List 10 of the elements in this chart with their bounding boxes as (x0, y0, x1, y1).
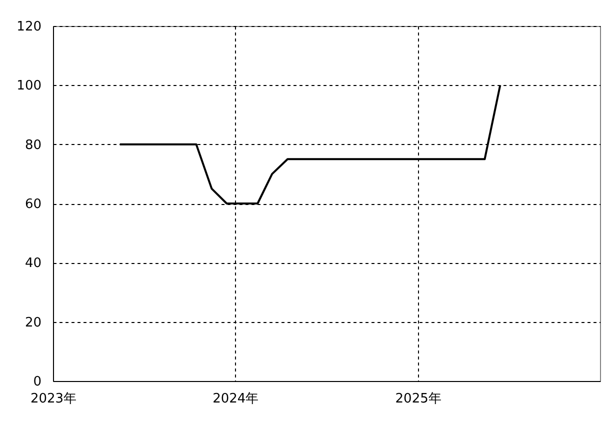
y-tick-label: 100 (16, 78, 42, 94)
y-tick-label: 120 (16, 20, 42, 34)
y-tick-label: 40 (24, 256, 42, 272)
y-tick-label: 20 (24, 315, 42, 330)
y-tick-label: 0 (33, 374, 42, 390)
x-tick-label: 2024年 (212, 392, 259, 406)
y-tick-label: 60 (24, 197, 42, 212)
x-tick-label: 2023年 (30, 392, 77, 406)
x-tick-label: 2025年 (395, 392, 442, 406)
y-tick-label: 80 (24, 138, 42, 153)
